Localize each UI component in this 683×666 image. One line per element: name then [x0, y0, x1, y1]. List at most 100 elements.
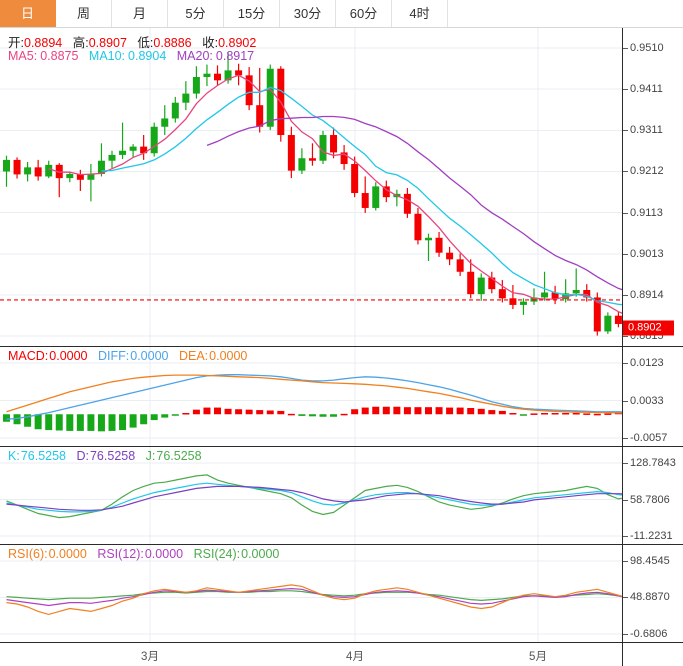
rsi-panel: 98.4545 48.8870 -0.6806 RSI(6):0.0000 RSI(… — [0, 544, 683, 642]
axis-tick — [623, 438, 628, 439]
axis-tick — [623, 253, 628, 255]
kdj-canvas — [0, 447, 622, 544]
price-canvas — [0, 28, 622, 346]
high-label: 高: — [72, 36, 89, 50]
tab-2[interactable]: 月 — [112, 0, 168, 27]
time-axis-label: 3月 — [141, 651, 159, 663]
dea-label: DEA: — [178, 349, 209, 363]
tab-1[interactable]: 周 — [56, 0, 112, 27]
k-value: 76.5258 — [20, 449, 66, 463]
axis-tick — [623, 48, 628, 49]
diff-value: 0.0000 — [130, 349, 169, 363]
axis-tick-label: 0.8914 — [630, 288, 664, 301]
axis-tick — [623, 212, 628, 214]
rsi-legend: RSI(6):0.0000 RSI(12):0.0000 RSI(24):0.0… — [8, 547, 286, 561]
tab-5[interactable]: 30分 — [280, 0, 336, 27]
current-price-badge: 0.8902 — [623, 320, 674, 336]
kdj-axis-labels: 128.7843 58.7806 -11.2231 — [623, 447, 683, 544]
axis-tick-label: -11.2231 — [630, 530, 673, 542]
rsi-plot — [0, 545, 622, 642]
rsi6-value: 0.0000 — [48, 547, 87, 561]
axis-tick-label: 48.8870 — [630, 591, 670, 604]
axis-tick — [623, 499, 628, 501]
axis-tick — [623, 294, 628, 296]
j-label: J: — [145, 449, 156, 463]
diff-label: DIFF: — [98, 349, 130, 363]
axis-tick-label: 0.0123 — [630, 357, 664, 369]
tabbar-spacer — [448, 0, 683, 27]
rsi-canvas — [0, 545, 622, 642]
time-axis-label: 5月 — [529, 651, 547, 663]
rsi12-label: RSI(12): — [97, 547, 144, 561]
macd-legend: MACD:0.0000 DIFF:0.0000 DEA:0.0000 — [8, 349, 254, 363]
price-panel: 0.9510 0.9411 0.9311 0.9212 0.9113 0.9013 0.89… — [0, 28, 683, 346]
tab-0[interactable]: 日 — [0, 0, 56, 27]
axis-tick-label: 0.9510 — [630, 42, 664, 54]
macd-panel: 0.0123 0.0033 -0.0057 MACD:0.0000 DIFF:0.0… — [0, 346, 683, 446]
tab-3[interactable]: 5分 — [168, 0, 224, 27]
axis-tick — [623, 634, 628, 635]
close-value: 0.8902 — [218, 36, 257, 50]
kdj-panel: 128.7843 58.7806 -11.2231 K:76.5258 D:76.5… — [0, 446, 683, 544]
axis-tick — [623, 400, 628, 402]
ma10-label: MA10: — [88, 49, 126, 63]
axis-tick — [623, 536, 628, 537]
tab-7[interactable]: 4时 — [392, 0, 448, 27]
axis-tick — [623, 171, 628, 173]
ohlc-legend: 开:0.8894 高:0.8907 低:0.8886 收:0.8902 — [8, 32, 263, 51]
axis-tick-label: 0.9311 — [630, 124, 663, 137]
macd-axis-labels: 0.0123 0.0033 -0.0057 — [623, 347, 683, 446]
macd-label: MACD: — [8, 349, 49, 363]
close-label: 收: — [202, 36, 219, 50]
rsi6-label: RSI(6): — [8, 547, 48, 561]
ma-legend: MA5: 0.8875 MA10: 0.8904 MA20: 0.8917 — [8, 49, 261, 63]
low-label: 低: — [137, 36, 154, 50]
d-label: D: — [76, 449, 89, 463]
dea-value: 0.0000 — [209, 349, 248, 363]
time-axis-line — [622, 643, 623, 666]
tab-6[interactable]: 60分 — [336, 0, 392, 27]
macd-axis-line — [622, 347, 623, 446]
axis-tick — [623, 89, 628, 91]
k-label: K: — [8, 449, 20, 463]
open-label: 开: — [8, 36, 24, 50]
time-axis: 3月 4月 5月 — [0, 642, 683, 666]
price-plot — [0, 28, 622, 346]
rsi24-value: 0.0000 — [241, 547, 280, 561]
macd-plot — [0, 347, 622, 446]
axis-tick-label: 128.7843 — [630, 457, 676, 469]
price-axis-labels: 0.9510 0.9411 0.9311 0.9212 0.9113 0.9013 0.89… — [623, 28, 683, 346]
axis-tick-label: 0.0033 — [630, 394, 664, 407]
macd-canvas — [0, 347, 622, 446]
axis-tick-label: -0.6806 — [630, 628, 668, 640]
kdj-plot — [0, 447, 622, 544]
ma20-value: 0.8917 — [215, 49, 255, 63]
d-value: 76.5258 — [89, 449, 136, 463]
ma10-value: 0.8904 — [128, 49, 167, 63]
rsi24-label: RSI(24): — [193, 547, 241, 561]
axis-tick-label: 0.9411 — [630, 83, 663, 96]
kdj-legend: K:76.5258 D:76.5258 J:76.5258 — [8, 449, 209, 463]
axis-tick — [623, 130, 628, 132]
timeframe-tabbar: 日周月 5分 15分 30分 60分 4时 — [0, 0, 683, 28]
axis-tick-label: 0.9212 — [630, 165, 664, 178]
axis-tick-label: 98.4545 — [630, 555, 670, 567]
price-axis-line — [622, 28, 623, 346]
ma5-value: 0.8875 — [40, 49, 79, 63]
axis-tick — [623, 561, 628, 562]
axis-tick — [623, 597, 628, 599]
high-value: 0.8907 — [88, 36, 127, 50]
rsi12-value: 0.0000 — [144, 547, 184, 561]
rsi-axis-labels: 98.4545 48.8870 -0.6806 — [623, 545, 683, 642]
axis-tick — [623, 363, 628, 364]
ma5-label: MA5: — [8, 49, 38, 63]
axis-tick-label: 58.7806 — [630, 493, 670, 506]
axis-tick-label: -0.0057 — [630, 432, 668, 444]
axis-tick-label: 0.9113 — [630, 206, 663, 219]
rsi-axis-line — [622, 545, 623, 642]
axis-tick-label: 0.9013 — [630, 247, 664, 260]
tab-4[interactable]: 15分 — [224, 0, 280, 27]
ma20-label: MA20: — [176, 49, 213, 63]
time-axis-label: 4月 — [346, 651, 364, 663]
